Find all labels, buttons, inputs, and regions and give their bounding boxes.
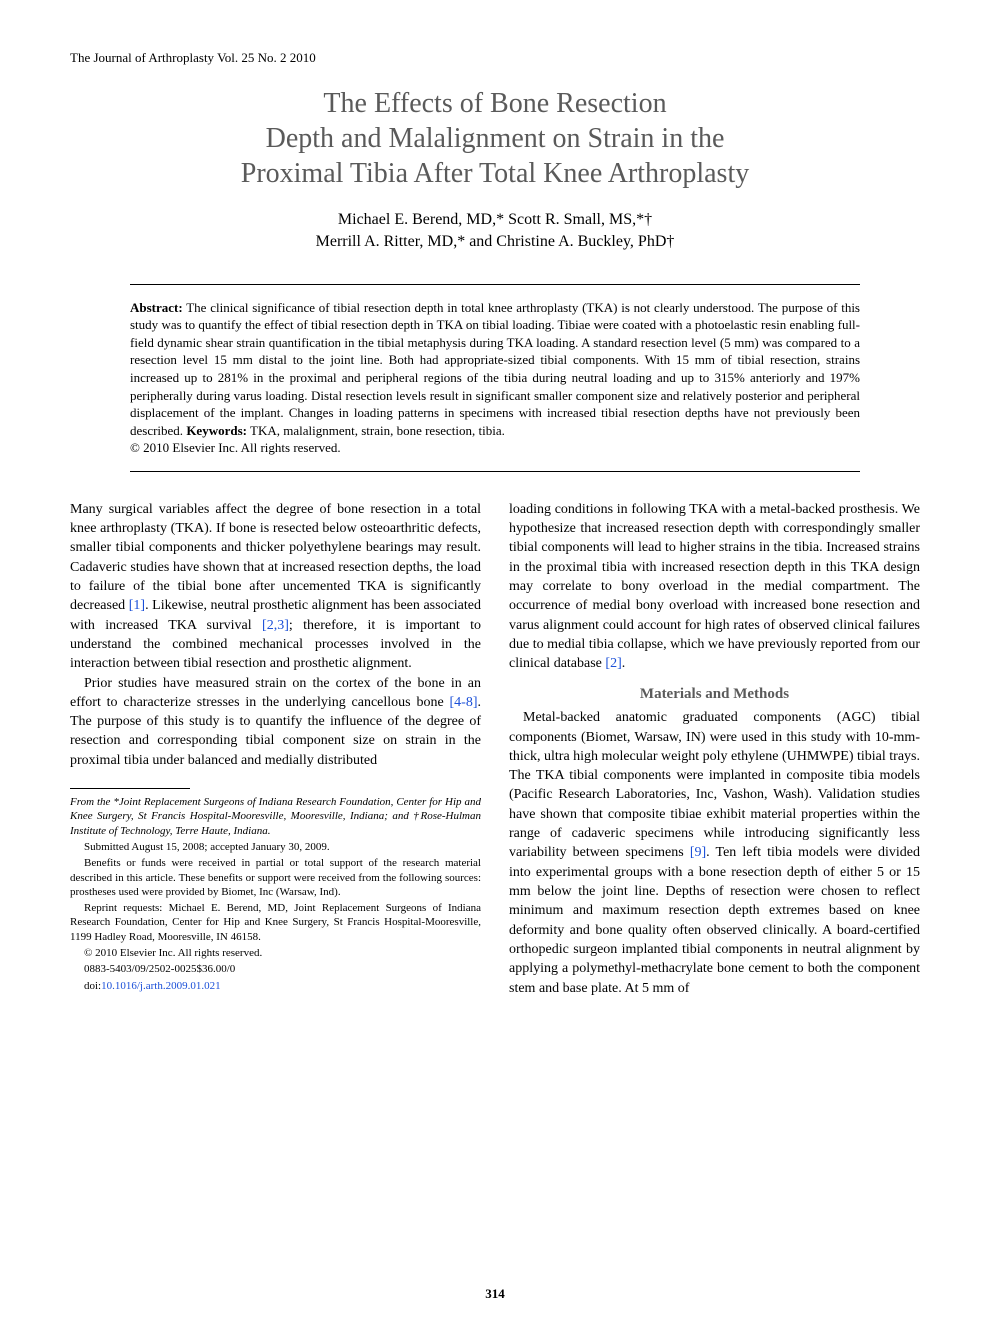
footnotes-block: From the *Joint Replacement Surgeons of …: [70, 795, 481, 993]
page-number: 314: [0, 1286, 990, 1302]
rp2-b: . Ten left tibia models were divided int…: [509, 845, 920, 995]
author-list: Michael E. Berend, MD,* Scott R. Small, …: [70, 209, 920, 254]
citation-4-8[interactable]: [4-8]: [450, 695, 478, 710]
footnote-benefits: Benefits or funds were received in parti…: [70, 856, 481, 899]
title-line-1: The Effects of Bone Resection: [323, 88, 666, 119]
abstract-body: The clinical significance of tibial rese…: [130, 300, 860, 438]
abstract-copyright: © 2010 Elsevier Inc. All rights reserved…: [130, 440, 341, 455]
left-column: Many surgical variables affect the degre…: [70, 500, 481, 998]
rp1-a: loading conditions in following TKA with…: [509, 502, 920, 672]
citation-2[interactable]: [2]: [605, 656, 621, 671]
rp1-b: .: [622, 656, 626, 671]
p2-a: Prior studies have measured strain on th…: [70, 676, 481, 710]
keywords-body: TKA, malalignment, strain, bone resectio…: [247, 423, 505, 438]
footnote-submitted: Submitted August 15, 2008; accepted Janu…: [70, 840, 481, 854]
footnote-reprint: Reprint requests: Michael E. Berend, MD,…: [70, 901, 481, 944]
abstract-label: Abstract:: [130, 300, 183, 315]
citation-9[interactable]: [9]: [690, 845, 706, 860]
intro-paragraph-2: Prior studies have measured strain on th…: [70, 674, 481, 771]
intro-paragraph-3: loading conditions in following TKA with…: [509, 500, 920, 674]
journal-header: The Journal of Arthroplasty Vol. 25 No. …: [70, 50, 920, 66]
footnote-separator: [70, 788, 190, 789]
p1-a: Many surgical variables affect the degre…: [70, 502, 481, 614]
authors-line-2: Merrill A. Ritter, MD,* and Christine A.…: [316, 233, 675, 250]
footnote-copyright: © 2010 Elsevier Inc. All rights reserved…: [70, 946, 481, 960]
doi-label: doi:: [84, 980, 101, 992]
footnote-code: 0883-5403/09/2502-0025$36.00/0: [70, 962, 481, 976]
rp2-a: Metal-backed anatomic graduated componen…: [509, 710, 920, 860]
title-line-2: Depth and Malalignment on Strain in the: [266, 123, 725, 154]
footnote-doi: doi:10.1016/j.arth.2009.01.021: [70, 979, 481, 993]
footnote-affiliation: From the *Joint Replacement Surgeons of …: [70, 795, 481, 838]
intro-paragraph-1: Many surgical variables affect the degre…: [70, 500, 481, 674]
abstract-block: Abstract: The clinical significance of t…: [130, 284, 860, 472]
authors-line-1: Michael E. Berend, MD,* Scott R. Small, …: [338, 211, 652, 228]
methods-paragraph-1: Metal-backed anatomic graduated componen…: [509, 708, 920, 998]
doi-link[interactable]: 10.1016/j.arth.2009.01.021: [101, 980, 220, 992]
citation-2-3[interactable]: [2,3]: [262, 618, 289, 633]
body-columns: Many surgical variables affect the degre…: [70, 500, 920, 998]
citation-1[interactable]: [1]: [129, 598, 145, 613]
article-title: The Effects of Bone Resection Depth and …: [70, 86, 920, 191]
materials-methods-heading: Materials and Methods: [509, 684, 920, 705]
title-line-3: Proximal Tibia After Total Knee Arthropl…: [241, 158, 749, 189]
keywords-label: Keywords:: [186, 423, 247, 438]
right-column: loading conditions in following TKA with…: [509, 500, 920, 998]
